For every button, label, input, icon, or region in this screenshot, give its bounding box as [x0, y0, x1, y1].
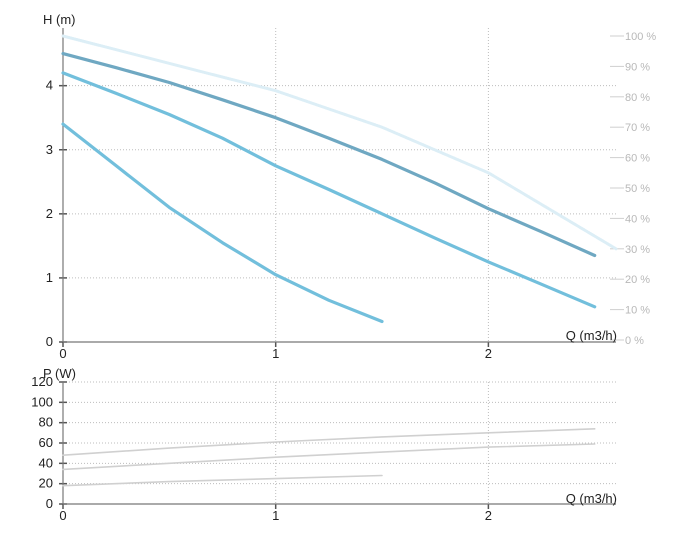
percent-tick-label: 90 % — [625, 61, 650, 73]
y-tick-label: 3 — [46, 142, 53, 157]
y-tick-label: 40 — [39, 455, 53, 470]
x-tick-label: 1 — [272, 508, 279, 523]
y-tick-label: 2 — [46, 206, 53, 221]
x-tick-label: 2 — [485, 508, 492, 523]
head-series-line-1 — [61, 51, 597, 258]
power-y-axis-title: P (W) — [43, 366, 76, 381]
y-tick-label: 0 — [46, 334, 53, 349]
y-tick-label: 4 — [46, 78, 53, 93]
power-grid — [63, 381, 616, 504]
head-x-axis-title: Q (m3/h) — [566, 328, 617, 343]
head-series — [61, 34, 618, 324]
percent-tick-label: 50 % — [625, 183, 650, 195]
x-tick-label: 0 — [59, 346, 66, 361]
power-series — [62, 427, 596, 487]
percent-tick-label: 60 % — [625, 153, 650, 165]
y-tick-label: 20 — [39, 476, 53, 491]
power-series-line-3 — [62, 474, 383, 487]
y-tick-label: 80 — [39, 415, 53, 430]
percent-tick-label: 0 % — [625, 335, 644, 347]
head-series-line-4 — [61, 34, 618, 251]
percent-tick-label: 10 % — [625, 305, 650, 317]
head-y-axis-title: H (m) — [43, 12, 76, 27]
power-series-line-1 — [62, 427, 596, 457]
y-tick-label: 0 — [46, 496, 53, 511]
x-tick-label: 1 — [272, 346, 279, 361]
y-tick-label: 60 — [39, 435, 53, 450]
power-x-axis-title: Q (m3/h) — [566, 491, 617, 506]
y-tick-label: 100 — [31, 394, 53, 409]
x-tick-label: 2 — [485, 346, 492, 361]
percent-tick-label: 30 % — [625, 244, 650, 256]
head-plot-area — [63, 28, 616, 342]
x-tick-label: 0 — [59, 508, 66, 523]
percent-tick-label: 70 % — [625, 122, 650, 134]
y-tick-label: 1 — [46, 270, 53, 285]
head-grid — [63, 28, 616, 342]
power-series-line-2 — [62, 443, 596, 471]
percent-tick-label: 20 % — [625, 274, 650, 286]
y-tick-label: 120 — [31, 374, 53, 389]
percent-tick-label: 40 % — [625, 213, 650, 225]
head-series-line-2 — [61, 71, 597, 309]
percent-tick-label: 100 % — [625, 31, 656, 43]
percent-tick-label: 80 % — [625, 92, 650, 104]
head-series-line-3 — [61, 122, 384, 324]
